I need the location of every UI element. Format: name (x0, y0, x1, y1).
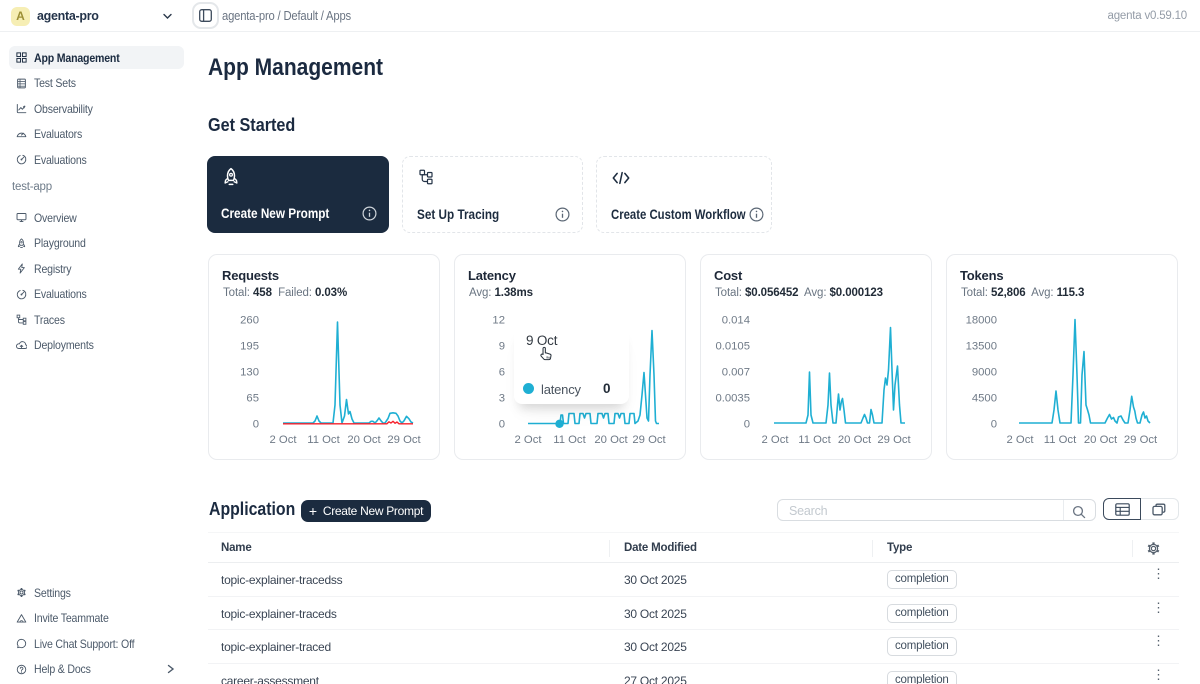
svg-text:6: 6 (499, 367, 505, 379)
svg-text:18000: 18000 (966, 315, 997, 327)
svg-text:3: 3 (499, 393, 505, 405)
svg-text:0.007: 0.007 (722, 367, 750, 379)
svg-text:0.014: 0.014 (722, 315, 750, 327)
svg-text:130: 130 (240, 367, 259, 379)
svg-text:11 Oct: 11 Oct (1044, 434, 1077, 446)
svg-text:11 Oct: 11 Oct (798, 434, 831, 446)
svg-text:13500: 13500 (966, 341, 997, 353)
svg-text:0.0105: 0.0105 (715, 341, 750, 353)
svg-text:9000: 9000 (972, 367, 997, 379)
svg-text:9: 9 (499, 341, 505, 353)
svg-text:20 Oct: 20 Oct (1084, 434, 1118, 446)
svg-text:2 Oct: 2 Oct (762, 434, 790, 446)
svg-text:195: 195 (240, 341, 259, 353)
svg-text:0: 0 (744, 419, 750, 431)
svg-text:0: 0 (253, 419, 259, 431)
svg-text:11 Oct: 11 Oct (307, 434, 340, 446)
svg-text:29 Oct: 29 Oct (387, 434, 421, 446)
svg-text:0.0035: 0.0035 (715, 393, 750, 405)
svg-text:260: 260 (240, 315, 259, 327)
svg-text:4500: 4500 (972, 393, 997, 405)
svg-text:2 Oct: 2 Oct (270, 434, 298, 446)
svg-text:29 Oct: 29 Oct (632, 434, 666, 446)
svg-text:20 Oct: 20 Oct (838, 434, 872, 446)
svg-text:65: 65 (246, 393, 259, 405)
svg-text:12: 12 (492, 315, 505, 327)
svg-text:0: 0 (499, 419, 505, 431)
svg-text:2 Oct: 2 Oct (515, 434, 543, 446)
svg-text:20 Oct: 20 Oct (594, 434, 628, 446)
svg-text:2 Oct: 2 Oct (1007, 434, 1035, 446)
svg-text:20 Oct: 20 Oct (347, 434, 381, 446)
svg-text:0: 0 (991, 419, 997, 431)
svg-text:29 Oct: 29 Oct (1124, 434, 1158, 446)
svg-text:11 Oct: 11 Oct (553, 434, 586, 446)
svg-text:29 Oct: 29 Oct (877, 434, 911, 446)
